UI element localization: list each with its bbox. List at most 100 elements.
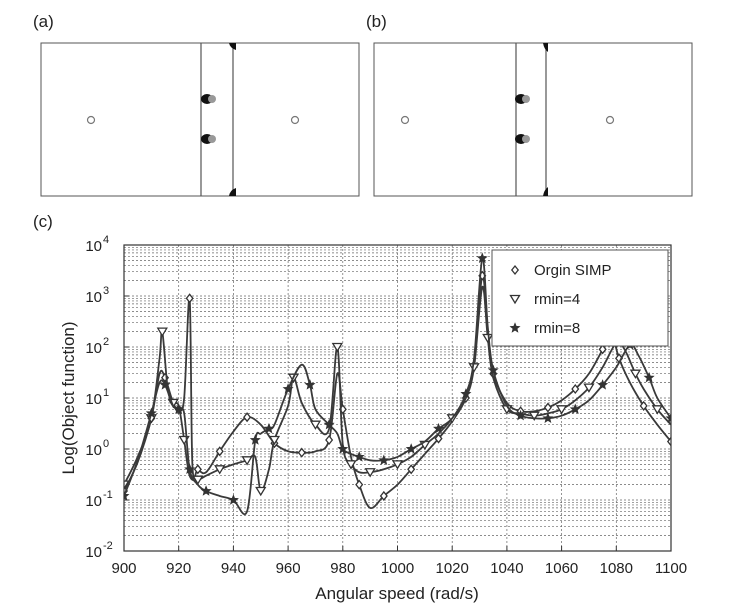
marker-star (249, 434, 261, 445)
legend-entry: rmin=4 (534, 291, 580, 308)
x-tick-label: 1040 (490, 560, 523, 577)
marker-star (263, 422, 275, 434)
marker-star (433, 422, 445, 434)
marker-star (227, 494, 239, 505)
marker-triangle (192, 475, 204, 485)
y-tick-label: 10 (85, 391, 102, 408)
y-tick-exponent: 2 (103, 336, 109, 348)
marker-star (353, 451, 365, 462)
marker-triangle (509, 294, 521, 305)
marker-triangle (156, 327, 168, 337)
marker-star (378, 454, 390, 466)
marker-star (509, 322, 521, 333)
y-tick-exponent: -1 (103, 489, 113, 501)
panel-label-b: (b) (366, 12, 387, 31)
y-tick-label: 10 (85, 238, 102, 255)
marker-star (643, 371, 655, 383)
marker-triangle (241, 456, 253, 466)
y-tick-label: 10 (85, 340, 102, 357)
marker-star (337, 443, 349, 454)
marker-triangle (555, 405, 568, 415)
y-tick-label: 10 (85, 544, 102, 561)
marker-star (323, 418, 335, 430)
marker-diamond (543, 402, 552, 413)
marker-star (476, 252, 488, 263)
marker-star (304, 379, 316, 390)
marker-diamond (510, 264, 520, 276)
marker-star (597, 379, 609, 390)
x-tick-label: 900 (111, 560, 136, 577)
chart-panel-c: 900 920 940 960 980 1000 1020 1040 1060 1080 1100 … (59, 234, 687, 603)
marker-diamond (666, 436, 671, 447)
marker-diamond (215, 446, 224, 457)
marker-triangle (651, 405, 663, 415)
x-tick-label: 1020 (436, 560, 469, 577)
marker-diamond (243, 412, 252, 423)
x-tick-label: 1100 (655, 560, 687, 577)
marker-diamond (434, 433, 443, 444)
marker-diamond (639, 400, 648, 411)
marker-triangle (528, 411, 540, 421)
marker-star (487, 364, 499, 375)
marker-triangle (255, 486, 267, 497)
marker-diamond (185, 293, 194, 304)
marker-star (515, 409, 527, 421)
x-tick-label: 940 (221, 560, 246, 577)
marker-triangle (309, 420, 322, 430)
marker-triangle (364, 468, 376, 478)
marker-star (542, 412, 554, 423)
legend-entry: rmin=8 (534, 320, 580, 337)
marker-star (173, 403, 185, 415)
y-axis-label: Log(Object function) (59, 321, 78, 474)
marker-star (460, 388, 472, 399)
marker-star (200, 485, 212, 496)
marker-diamond (598, 344, 607, 355)
marker-diamond (325, 434, 334, 446)
x-axis-label: Angular speed (rad/s) (315, 584, 478, 603)
topology-panel-a (40, 42, 360, 197)
marker-triangle (214, 465, 226, 475)
marker-star (405, 443, 417, 454)
y-tick-exponent: -2 (103, 540, 113, 552)
x-tick-label: 1080 (600, 560, 633, 577)
y-tick-label: 10 (85, 493, 102, 510)
y-tick-exponent: 3 (103, 285, 109, 297)
x-tick-label: 1060 (545, 560, 578, 577)
marker-diamond (297, 447, 306, 458)
marker-diamond (355, 479, 364, 490)
marker-star (569, 403, 581, 415)
marker-triangle (124, 480, 130, 490)
panel-label-c: (c) (33, 212, 53, 231)
y-tick-exponent: 4 (103, 234, 109, 246)
marker-star (159, 379, 171, 390)
marker-triangle (345, 460, 357, 470)
topology-panel-b (373, 42, 693, 197)
y-tick-label: 10 (85, 289, 102, 306)
marker-diamond (379, 490, 388, 502)
legend: Orgin SIMP rmin=4 rmin=8 (491, 249, 669, 347)
marker-star (184, 463, 196, 474)
legend-entry: Orgin SIMP (534, 262, 612, 279)
y-tick-exponent: 1 (103, 387, 109, 399)
series-star (124, 252, 671, 516)
x-tick-label: 1000 (381, 560, 414, 577)
marker-star (665, 412, 671, 423)
y-tick-exponent: 0 (103, 438, 109, 450)
marker-triangle (629, 369, 642, 379)
marker-diamond (407, 464, 416, 475)
x-tick-label: 920 (166, 560, 191, 577)
marker-triangle (583, 383, 595, 393)
marker-triangle (268, 435, 281, 446)
marker-star (145, 407, 157, 419)
marker-triangle (391, 460, 404, 470)
marker-star (124, 490, 130, 501)
x-tick-label: 980 (330, 560, 355, 577)
panel-label-a: (a) (33, 12, 54, 31)
chart-series (124, 252, 671, 516)
x-axis-ticks: 900 920 940 960 980 1000 1020 1040 1060 1080 1100 (111, 546, 687, 577)
marker-diamond (571, 383, 580, 395)
series-triangle-down (124, 286, 671, 497)
x-tick-label: 960 (276, 560, 301, 577)
